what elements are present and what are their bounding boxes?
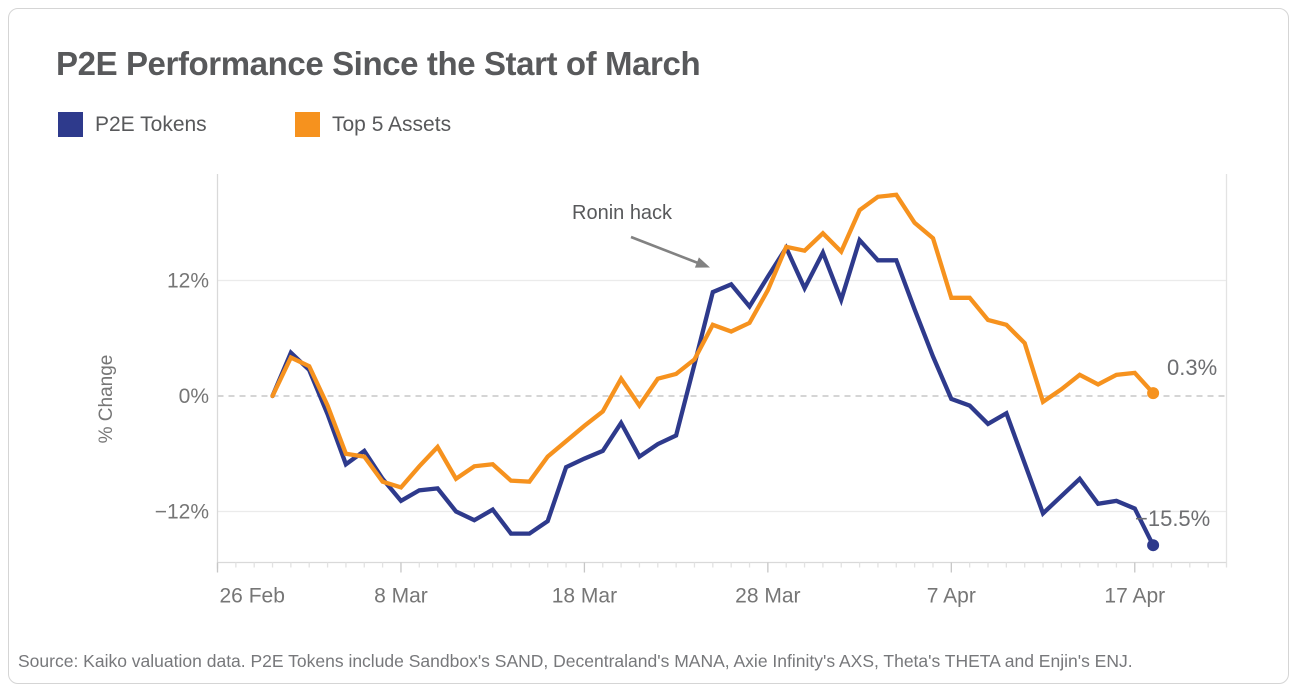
legend-swatch-top5-assets bbox=[295, 112, 320, 137]
series-end-dot bbox=[1147, 539, 1160, 552]
annotation-arrowhead-icon bbox=[694, 257, 710, 268]
x-tick-label: 28 Mar bbox=[735, 585, 800, 608]
legend-label: P2E Tokens bbox=[95, 112, 207, 136]
x-tick-label: 8 Mar bbox=[374, 585, 428, 608]
x-tick-label: 26 Feb bbox=[220, 585, 285, 608]
annotation-arrow-line bbox=[630, 235, 699, 265]
source-note: Source: Kaiko valuation data. P2E Tokens… bbox=[18, 651, 1133, 671]
x-tick-label: 17 Apr bbox=[1104, 585, 1165, 608]
end-label-p2e-tokens: −15.5% bbox=[1135, 506, 1210, 531]
y-tick-label: −12% bbox=[155, 501, 209, 524]
y-axis-title: % Change bbox=[96, 355, 117, 444]
legend-item-p2e-tokens: P2E Tokens bbox=[58, 112, 207, 137]
series-line-p2e-tokens bbox=[270, 235, 1156, 548]
x-tick-label: 18 Mar bbox=[552, 585, 617, 608]
end-label-top5-assets: 0.3% bbox=[1167, 355, 1217, 380]
legend: P2E Tokens Top 5 Assets bbox=[9, 112, 1288, 140]
y-tick-label: 12% bbox=[167, 270, 209, 293]
line-chart: 26 Feb 8 Mar 18 Mar 28 Mar 7 Apr 17 Apr 12% 0% −… bbox=[96, 174, 1228, 608]
x-tick-label: 7 Apr bbox=[927, 585, 976, 608]
y-tick-label: 0% bbox=[179, 385, 209, 408]
annotation-text: Ronin hack bbox=[572, 202, 673, 224]
legend-label: Top 5 Assets bbox=[332, 112, 452, 136]
series-line-top5-assets bbox=[270, 192, 1156, 490]
legend-swatch-p2e-tokens bbox=[58, 112, 83, 137]
series-end-dot bbox=[1147, 387, 1160, 400]
legend-item-top5-assets: Top 5 Assets bbox=[295, 112, 451, 137]
chart-title: P2E Performance Since the Start of March bbox=[56, 45, 701, 82]
chart-card: P2E Performance Since the Start of March… bbox=[8, 8, 1289, 684]
